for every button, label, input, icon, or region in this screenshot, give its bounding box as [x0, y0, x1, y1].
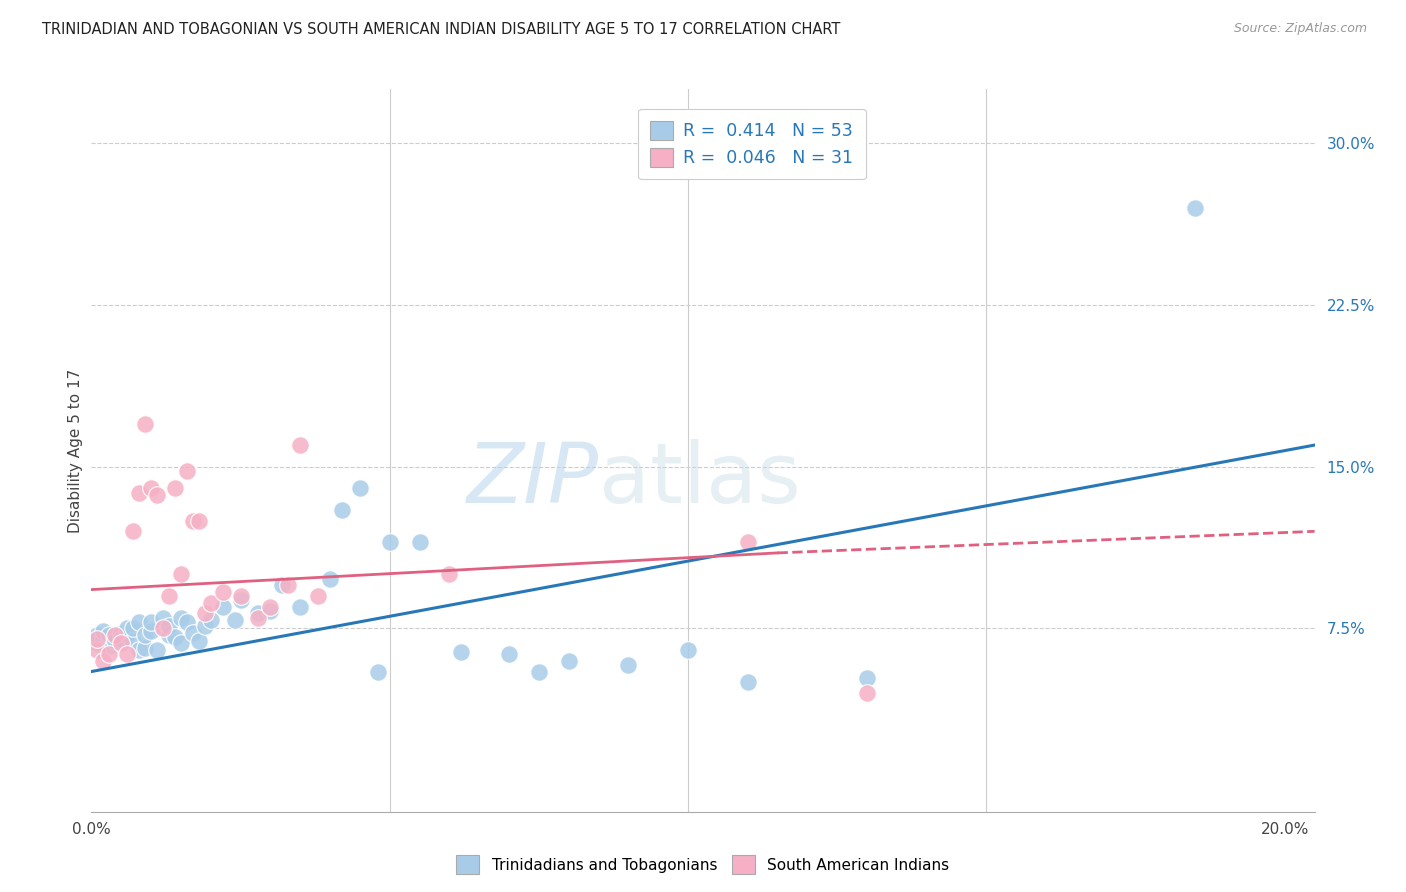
Point [163, 481, 186, 495]
Point [737, 535, 759, 549]
Point [157, 628, 180, 642]
Point [104, 634, 127, 648]
Point [91, 654, 114, 668]
Point [98, 639, 121, 653]
Point [128, 615, 150, 629]
Point [247, 607, 270, 621]
Point [187, 634, 209, 648]
Point [146, 643, 169, 657]
Point [91, 632, 114, 647]
Point [115, 621, 138, 635]
Point [617, 658, 640, 673]
Point [194, 607, 217, 621]
Point [122, 621, 145, 635]
Point [122, 634, 145, 648]
Point [737, 675, 759, 690]
Point [152, 621, 174, 635]
Point [498, 647, 520, 661]
Point [176, 615, 198, 629]
Point [450, 645, 472, 659]
Point [157, 619, 180, 633]
Point [91, 624, 114, 638]
Legend: R =  0.414   N = 53, R =  0.046   N = 31: R = 0.414 N = 53, R = 0.046 N = 31 [638, 109, 866, 179]
Y-axis label: Disability Age 5 to 17: Disability Age 5 to 17 [67, 368, 83, 533]
Point [229, 593, 252, 607]
Point [86, 636, 108, 650]
Point [110, 625, 132, 640]
Point [856, 671, 879, 685]
Point [146, 488, 169, 502]
Point [86, 632, 108, 647]
Point [110, 632, 132, 647]
Point [200, 613, 222, 627]
Text: atlas: atlas [599, 439, 801, 520]
Point [211, 584, 233, 599]
Point [271, 578, 294, 592]
Point [676, 643, 699, 657]
Point [115, 647, 138, 661]
Point [122, 524, 145, 539]
Point [128, 643, 150, 657]
Point [259, 599, 281, 614]
Point [856, 686, 879, 700]
Point [439, 567, 461, 582]
Point [181, 625, 204, 640]
Point [290, 438, 312, 452]
Point [1184, 201, 1206, 215]
Point [170, 567, 193, 582]
Point [558, 654, 581, 668]
Point [134, 417, 156, 431]
Point [211, 599, 233, 614]
Point [115, 628, 138, 642]
Point [408, 535, 430, 549]
Point [176, 464, 198, 478]
Point [330, 502, 353, 516]
Point [319, 572, 342, 586]
Point [86, 643, 108, 657]
Point [134, 640, 156, 655]
Point [98, 647, 121, 661]
Point [104, 628, 127, 642]
Point [187, 514, 209, 528]
Point [367, 665, 389, 679]
Text: Source: ZipAtlas.com: Source: ZipAtlas.com [1233, 22, 1367, 36]
Point [110, 636, 132, 650]
Point [139, 481, 162, 495]
Point [139, 624, 162, 638]
Point [98, 628, 121, 642]
Point [181, 514, 204, 528]
Legend: Trinidadians and Tobagonians, South American Indians: Trinidadians and Tobagonians, South Amer… [450, 849, 956, 880]
Point [194, 619, 217, 633]
Point [139, 615, 162, 629]
Point [277, 578, 299, 592]
Point [157, 589, 180, 603]
Point [349, 481, 371, 495]
Point [170, 610, 193, 624]
Point [170, 636, 193, 650]
Point [134, 628, 156, 642]
Point [229, 589, 252, 603]
Point [307, 589, 329, 603]
Point [128, 485, 150, 500]
Point [378, 535, 401, 549]
Point [200, 595, 222, 609]
Point [163, 630, 186, 644]
Point [224, 613, 246, 627]
Point [290, 599, 312, 614]
Point [247, 610, 270, 624]
Point [86, 628, 108, 642]
Point [527, 665, 550, 679]
Point [152, 610, 174, 624]
Text: TRINIDADIAN AND TOBAGONIAN VS SOUTH AMERICAN INDIAN DISABILITY AGE 5 TO 17 CORRE: TRINIDADIAN AND TOBAGONIAN VS SOUTH AMER… [42, 22, 841, 37]
Point [259, 604, 281, 618]
Text: ZIP: ZIP [467, 439, 599, 520]
